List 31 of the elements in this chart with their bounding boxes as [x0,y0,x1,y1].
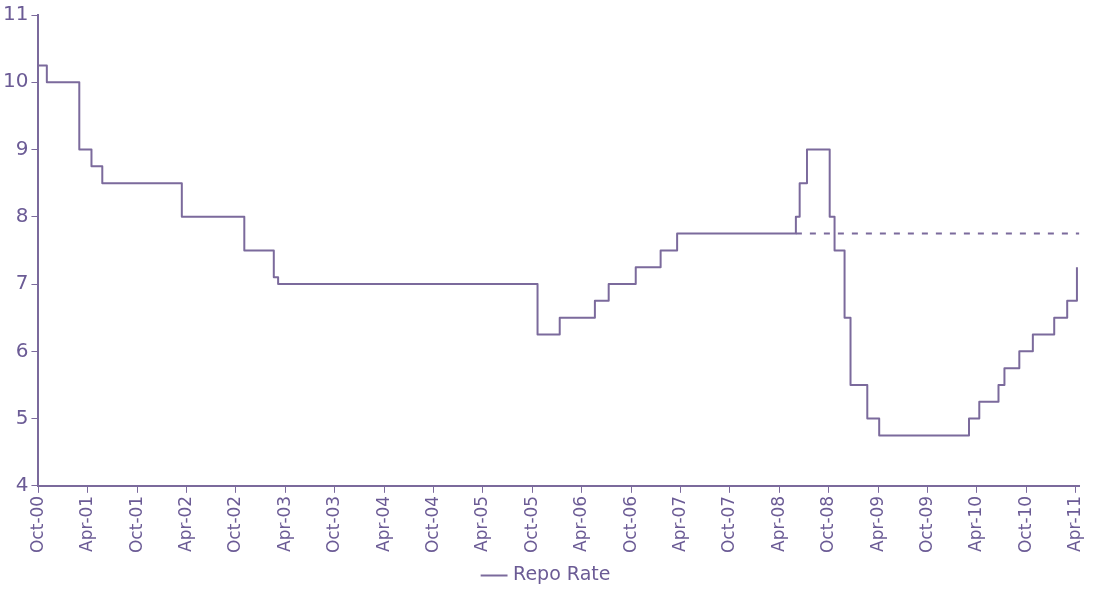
y-tick-label: 11 [3,1,29,26]
legend-label: Repo Rate [513,562,611,585]
y-tick-label: 10 [3,68,29,93]
x-tick-label: Apr-03 [273,495,294,552]
x-tick-label: Apr-02 [174,495,195,552]
x-tick-label: Oct-03 [323,495,344,554]
x-tick-label: Oct-02 [224,495,245,554]
x-tick-label: Oct-01 [125,495,146,554]
x-tick-label: Apr-05 [471,495,492,552]
x-tick-label: Oct-09 [916,495,937,554]
x-tick-label: Apr-11 [1064,495,1085,552]
y-tick-label: 8 [15,202,29,227]
x-tick-label: Apr-08 [767,495,788,552]
x-tick-label: Oct-06 [619,495,640,554]
y-tick-label: 9 [15,135,29,160]
y-tick-label: 4 [15,472,29,497]
y-tick-label: 5 [15,404,29,429]
x-tick-label: Oct-08 [817,495,838,554]
x-tick-label: Apr-04 [372,495,393,552]
x-tick-label: Oct-04 [422,495,443,554]
x-tick-label: Oct-05 [520,495,541,554]
x-tick-label: Oct-07 [718,495,739,554]
x-tick-label: Apr-07 [668,495,689,552]
x-tick-label: Apr-10 [965,495,986,552]
x-tick-label: Apr-09 [866,495,887,552]
x-tick-label: Apr-01 [76,495,97,552]
y-tick-label: 6 [15,337,29,362]
x-tick-label: Oct-10 [1014,495,1035,554]
y-tick-label: 7 [15,270,29,295]
x-tick-label: Apr-06 [570,495,591,552]
x-tick-label: Oct-00 [26,495,47,554]
